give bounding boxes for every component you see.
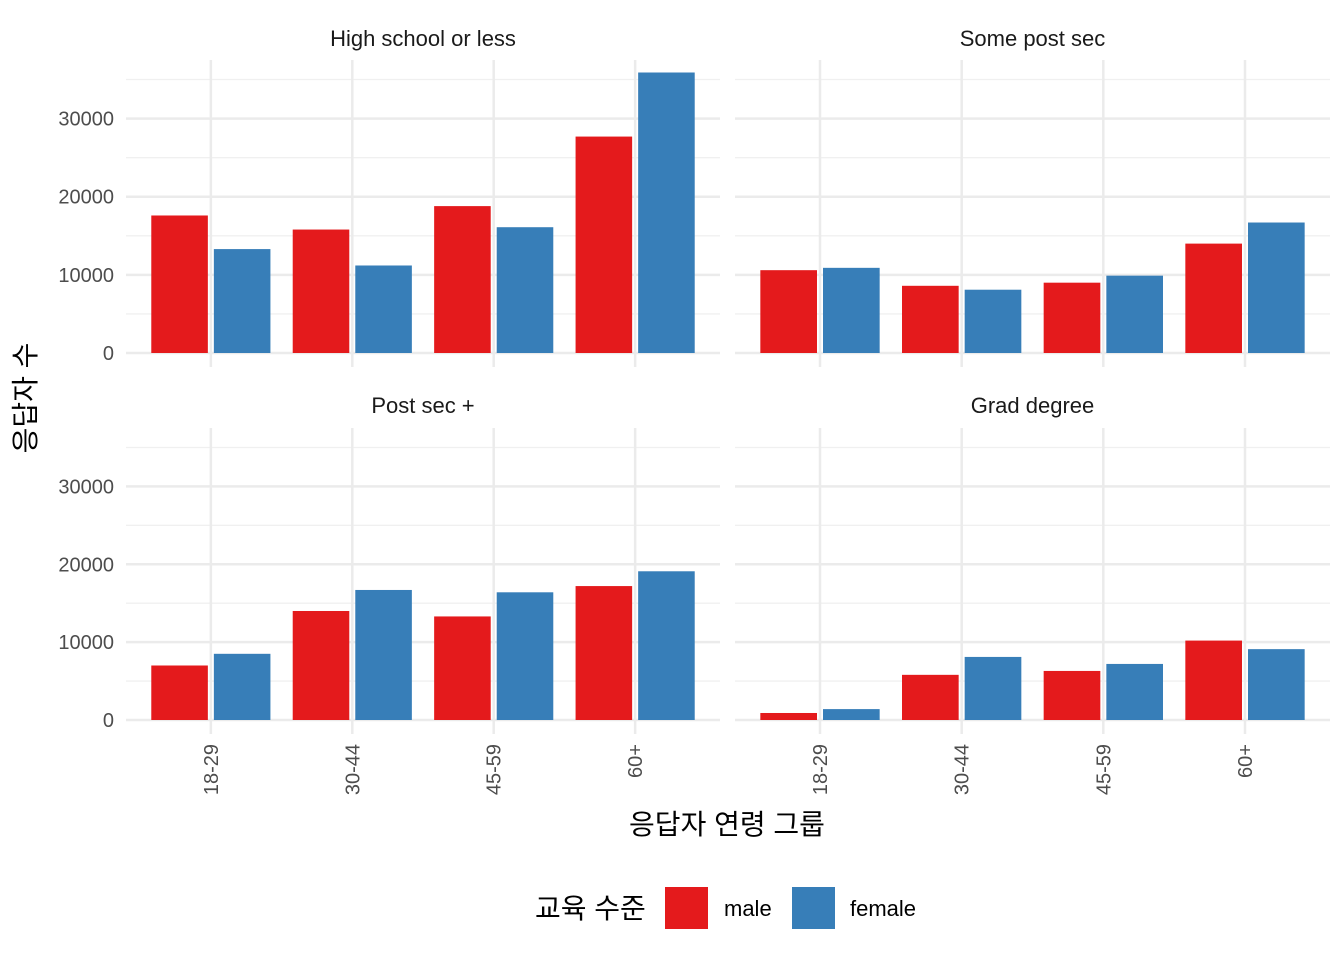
legend: 교육 수준 male female xyxy=(535,887,916,929)
bar-male-60+ xyxy=(1185,640,1242,720)
bar-female-18-29 xyxy=(823,267,880,353)
x-tick-label: 45-59 xyxy=(484,744,506,795)
bar-male-18-29 xyxy=(151,215,208,353)
bar-female-60+ xyxy=(638,72,695,353)
bar-female-60+ xyxy=(638,571,695,720)
legend-title: 교육 수준 xyxy=(535,893,646,924)
x-tick-label: 18-29 xyxy=(810,744,832,795)
bar-male-60+ xyxy=(1185,243,1242,353)
bar-female-45-59 xyxy=(496,592,554,720)
bar-male-60+ xyxy=(575,586,633,720)
bar-male-30-44 xyxy=(902,674,959,720)
y-axis-title: 응답자 수 xyxy=(10,343,41,454)
bar-female-18-29 xyxy=(823,709,880,720)
bar-male-18-29 xyxy=(760,270,817,353)
bar-female-30-44 xyxy=(355,265,412,353)
bar-female-60+ xyxy=(1248,649,1305,720)
bar-female-60+ xyxy=(1248,222,1305,353)
bar-male-18-29 xyxy=(151,665,208,720)
bar-female-45-59 xyxy=(496,227,554,353)
x-tick-label: 60+ xyxy=(1235,744,1257,778)
x-tick-label: 18-29 xyxy=(201,744,223,795)
bar-female-30-44 xyxy=(964,289,1022,353)
bar-male-45-59 xyxy=(434,206,491,353)
bar-male-45-59 xyxy=(1043,670,1101,720)
legend-label-male: male xyxy=(724,896,772,921)
panel-title: High school or less xyxy=(330,26,516,51)
bar-female-45-59 xyxy=(1106,663,1163,720)
panel-0: High school or less 0 10000 20000 30000 xyxy=(58,26,720,367)
panel-2: Post sec + 0 10000 20000 30000 18-29 30-44 45-5… xyxy=(58,393,720,795)
x-tick-label: 60+ xyxy=(625,744,647,778)
bar-male-45-59 xyxy=(434,616,491,720)
y-tick-label: 0 xyxy=(103,710,114,732)
legend-label-female: female xyxy=(850,896,916,921)
panel-1: Some post sec xyxy=(735,26,1330,367)
panel-title: Some post sec xyxy=(960,26,1106,51)
y-tick-label: 0 xyxy=(103,343,114,365)
panel-3: Grad degree 18-29 30-44 45-59 60+ xyxy=(735,393,1330,795)
bar-male-30-44 xyxy=(292,610,350,720)
y-tick-label: 20000 xyxy=(58,554,114,576)
y-tick-label: 30000 xyxy=(58,109,114,131)
bar-male-18-29 xyxy=(760,712,817,720)
bar-male-30-44 xyxy=(292,229,350,353)
x-axis-title: 응답자 연령 그룹 xyxy=(629,809,825,840)
bar-female-45-59 xyxy=(1106,275,1163,353)
bar-female-30-44 xyxy=(355,589,412,720)
bar-female-18-29 xyxy=(213,653,271,720)
x-tick-label: 45-59 xyxy=(1093,744,1115,795)
bar-male-30-44 xyxy=(902,285,959,353)
y-tick-label: 10000 xyxy=(58,265,114,287)
legend-swatch-male xyxy=(665,887,708,929)
panel-title: Grad degree xyxy=(971,393,1095,418)
y-tick-label: 10000 xyxy=(58,632,114,654)
x-tick-label: 30-44 xyxy=(952,744,974,795)
bar-male-45-59 xyxy=(1043,282,1101,353)
y-tick-label: 20000 xyxy=(58,187,114,209)
bar-female-18-29 xyxy=(213,249,271,353)
y-tick-label: 30000 xyxy=(58,476,114,498)
panel-title: Post sec + xyxy=(371,393,474,418)
bar-female-30-44 xyxy=(964,656,1022,720)
legend-swatch-female xyxy=(792,887,835,929)
bar-male-60+ xyxy=(575,136,633,353)
x-tick-label: 30-44 xyxy=(342,744,364,795)
